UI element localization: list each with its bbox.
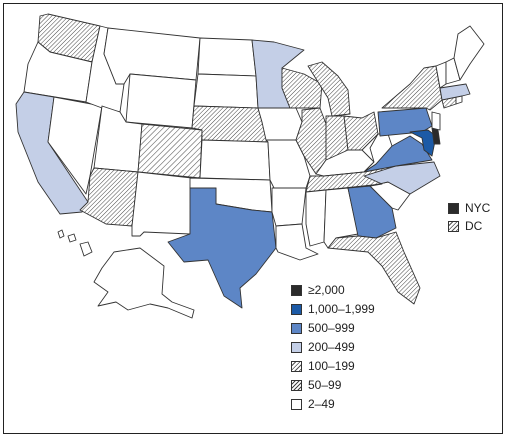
us-map xyxy=(15,13,485,319)
legend-item-500-999: 500–999 xyxy=(291,320,355,336)
legend-label: ≥2,000 xyxy=(308,283,345,297)
state-wi xyxy=(281,67,323,109)
legend-swatch xyxy=(291,322,302,334)
nyc-label: NYC xyxy=(465,201,491,215)
dc-swatch xyxy=(448,220,459,232)
state-ar xyxy=(271,187,307,227)
legend-item-200-499: 200–499 xyxy=(291,339,355,355)
inset-dc: DC xyxy=(448,218,482,234)
state-nd xyxy=(197,37,257,77)
legend-item-50-99: 50–99 xyxy=(291,377,341,393)
legend-label: 50–99 xyxy=(308,378,342,392)
state-nc xyxy=(363,161,441,195)
state-hi-2 xyxy=(67,233,77,243)
state-ma xyxy=(439,83,471,101)
legend-item-ge2000: ≥2,000 xyxy=(291,282,345,298)
state-sd xyxy=(193,73,259,109)
state-la xyxy=(275,223,319,261)
legend-swatch xyxy=(291,284,302,296)
legend-label: 200–499 xyxy=(308,340,355,354)
state-nm xyxy=(131,171,193,237)
legend-item-100-199: 100–199 xyxy=(291,358,355,374)
state-tx xyxy=(167,187,277,309)
state-mi xyxy=(307,61,351,117)
state-wv xyxy=(363,133,393,173)
state-hi-3 xyxy=(79,241,93,257)
inset-nyc: NYC xyxy=(448,200,490,216)
state-ms xyxy=(305,189,327,247)
legend-label: 1,000–1,999 xyxy=(308,302,375,316)
state-ak xyxy=(93,247,195,319)
state-wy xyxy=(125,73,197,129)
legend-label: 2–49 xyxy=(308,397,335,411)
legend-swatch xyxy=(291,398,302,410)
legend-swatch xyxy=(291,360,302,372)
state-ny xyxy=(381,65,443,111)
state-fl xyxy=(327,231,421,305)
state-co xyxy=(137,123,203,179)
legend-swatch xyxy=(291,303,302,315)
state-ne xyxy=(191,105,269,143)
legend-swatch xyxy=(291,379,302,391)
state-md xyxy=(409,129,437,157)
legend-label: 500–999 xyxy=(308,321,355,335)
state-me xyxy=(453,25,485,81)
dc-label: DC xyxy=(465,219,483,233)
legend-item-1000-1999: 1,000–1,999 xyxy=(291,301,375,317)
legend-label: 100–199 xyxy=(308,359,355,373)
state-hi-1 xyxy=(57,229,65,239)
nyc-swatch xyxy=(448,202,459,214)
state-pa xyxy=(377,107,433,137)
map-frame: NYC DC ≥2,000 1,000–1,999 500–999 200–49… xyxy=(3,3,503,434)
state-ks xyxy=(199,139,271,181)
legend-item-2-49: 2–49 xyxy=(291,396,335,412)
state-nj xyxy=(431,111,441,131)
state-ia xyxy=(257,107,303,141)
legend-swatch xyxy=(291,341,302,353)
